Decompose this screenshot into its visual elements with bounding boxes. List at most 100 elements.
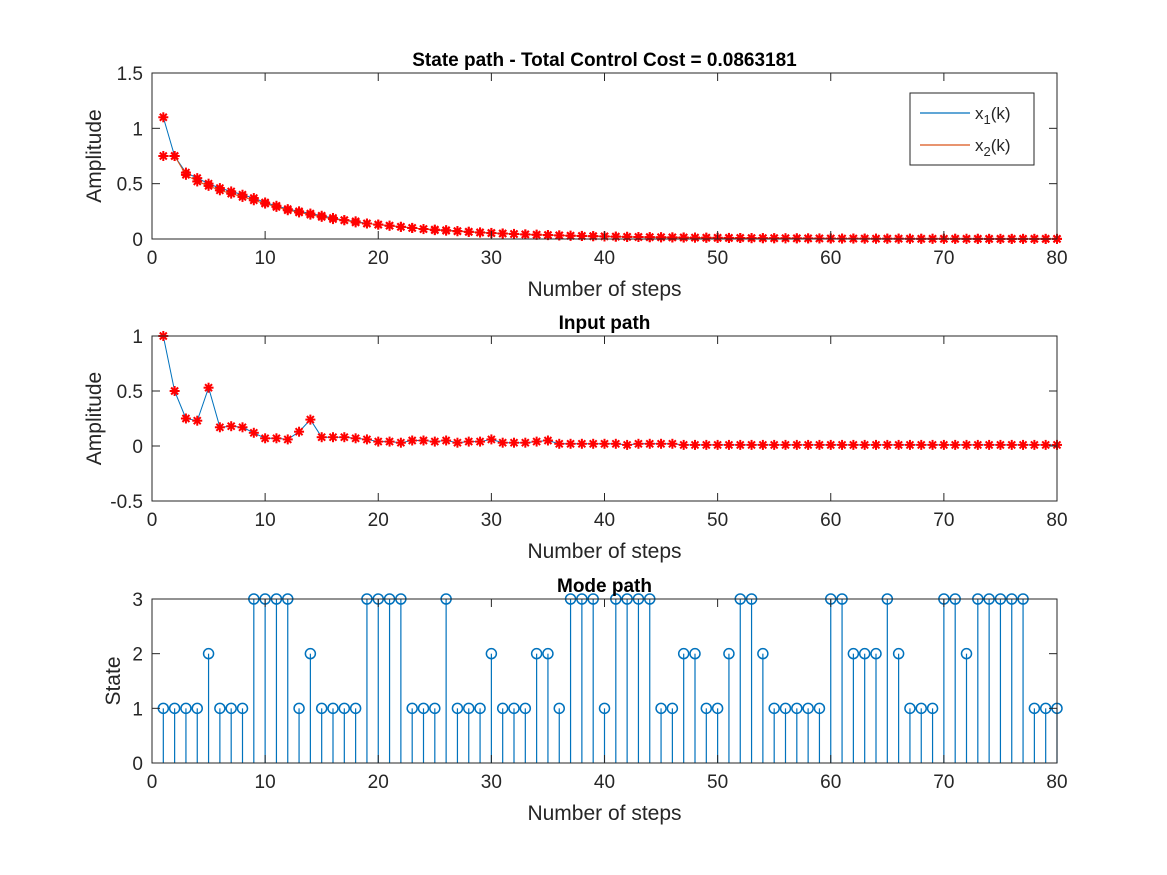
input-path-asterisk-marker (1018, 439, 1029, 450)
mode-path-stem-marker (338, 702, 351, 715)
state-path-asterisk-marker (418, 224, 429, 235)
input-path-asterisk-marker (882, 439, 893, 450)
input-path-asterisk-marker (441, 435, 452, 446)
input-path-asterisk-marker (871, 439, 881, 450)
state-path-asterisk-marker (542, 230, 553, 241)
state-path-asterisk-marker (497, 228, 508, 239)
input-path-asterisk-marker (825, 439, 836, 450)
state-path-asterisk-marker (350, 217, 361, 228)
state-path-asterisk-marker (271, 201, 282, 212)
input-path-asterisk-marker (780, 439, 791, 450)
input-path-asterisk-marker (622, 439, 633, 450)
legend-label-base: x (975, 136, 984, 155)
mode-path-stem-marker (904, 702, 916, 715)
input-path-asterisk-marker (814, 439, 825, 450)
input-path-asterisk-marker (938, 439, 949, 450)
mode-path-stem-marker (451, 702, 464, 715)
mode-path-stem-marker (791, 702, 803, 715)
mode-path-ylabel: State (102, 656, 125, 705)
input-path-xtick-label: 80 (1046, 510, 1067, 531)
mode-path-stem-marker (768, 702, 780, 715)
input-path-asterisk-marker (995, 439, 1006, 450)
input-path-xtick-label: 10 (255, 510, 276, 531)
input-path-asterisk-marker (961, 439, 972, 450)
state-path-asterisk-marker (361, 218, 372, 229)
state-path-xtick-label: 20 (368, 248, 389, 269)
mode-path-stem-marker (542, 647, 554, 660)
mode-path-stem-marker (530, 647, 543, 660)
input-path-asterisk-marker (667, 438, 678, 449)
state-path-title: State path - Total Control Cost = 0.0863… (412, 50, 797, 71)
mode-path-ytick-label: 1 (132, 699, 143, 720)
mode-path-stem-marker (677, 647, 690, 660)
state-path-asterisk-marker (441, 225, 452, 236)
input-path-asterisk-marker (723, 439, 734, 450)
state-path-ticks: 0 10 20 30 40 50 60 70 80 0 0.5 1 1.5 (117, 64, 1068, 269)
mode-path-stem-marker (757, 647, 769, 660)
mode-path-ytick-label: 0 (132, 754, 143, 775)
state-path-asterisk-marker (384, 220, 395, 231)
mode-path-xtick-label: 50 (707, 772, 728, 793)
mode-path-stem-marker (847, 647, 860, 660)
mode-path-xtick-label: 40 (594, 772, 615, 793)
input-path-asterisk-marker (328, 432, 338, 443)
input-path-asterisk-marker (1006, 439, 1017, 450)
input-path-asterisk-marker (373, 436, 384, 447)
state-path-ylabel: Amplitude (83, 109, 106, 202)
input-path-ylabel: Amplitude (83, 372, 106, 465)
state-path-ytick-label: 1 (132, 119, 143, 140)
input-path-asterisk-marker (984, 439, 995, 450)
mode-path-stem-marker (225, 702, 237, 715)
state-path-asterisk-marker (407, 222, 418, 233)
input-path-asterisk-marker (893, 439, 904, 450)
input-path-asterisk-marker (588, 438, 599, 449)
input-path-asterisk-marker (361, 434, 372, 445)
legend-label-2: x2(k) (975, 136, 1011, 159)
input-path-asterisk-marker (226, 421, 237, 432)
input-path-asterisk-marker (701, 439, 712, 450)
input-path-asterisk-marker (712, 439, 723, 450)
state-path-asterisk-marker (203, 180, 214, 191)
input-path-asterisk-marker (180, 413, 191, 424)
mode-path-stem-marker (202, 647, 215, 660)
input-path-asterisk-marker (384, 436, 395, 447)
input-path-asterisk-marker (531, 436, 542, 447)
mode-path-stem-marker (474, 702, 486, 715)
state-path-asterisk-marker (588, 231, 599, 242)
input-path-asterisk-marker (610, 438, 621, 449)
state-path-asterisk-marker (169, 151, 180, 161)
state-path-asterisk-marker (814, 233, 825, 244)
input-path-asterisk-marker (769, 439, 780, 450)
mode-path-stem-marker (723, 647, 735, 660)
input-path-asterisk-marker (305, 414, 316, 425)
state-path-asterisk-marker (520, 229, 531, 240)
input-path-asterisk-marker (972, 439, 983, 450)
mode-path-stem-marker (870, 647, 882, 660)
input-path-asterisk-marker (803, 439, 814, 450)
mode-path-stem-marker (168, 702, 181, 715)
mode-path-stem-marker (508, 702, 520, 715)
mode-path-stem-marker (429, 702, 441, 715)
input-path-axes: 0 10 20 30 40 50 60 70 80-0.500.51 Input path Nu… (83, 313, 1068, 563)
mode-path-stem-marker (304, 647, 317, 660)
input-path-asterisk-marker (690, 439, 700, 450)
state-path-xtick-label: 40 (594, 248, 615, 269)
state-path-xtick-label: 60 (820, 248, 841, 269)
input-path-asterisk-marker (429, 436, 440, 447)
input-path-asterisk-marker (599, 438, 610, 449)
input-path-asterisk-marker (837, 439, 848, 450)
input-path-asterisk-marker (452, 437, 463, 448)
input-path-xtick-label: 0 (147, 510, 158, 531)
legend-label-subscript: 2 (984, 144, 991, 159)
state-path-asterisk-marker (452, 226, 463, 237)
input-path-asterisk-marker (644, 438, 655, 449)
state-path-asterisk-marker (463, 226, 474, 237)
state-path-asterisk-marker (565, 230, 576, 241)
input-path-ytick-label: 0 (132, 437, 143, 458)
state-path-asterisk-marker (780, 233, 791, 244)
mode-path-stem-marker (349, 702, 362, 715)
state-path-asterisk-marker (395, 221, 406, 232)
mode-path-xtick-label: 80 (1046, 772, 1067, 793)
input-path-asterisk-marker (576, 438, 587, 449)
state-path-xtick-label: 30 (481, 248, 502, 269)
